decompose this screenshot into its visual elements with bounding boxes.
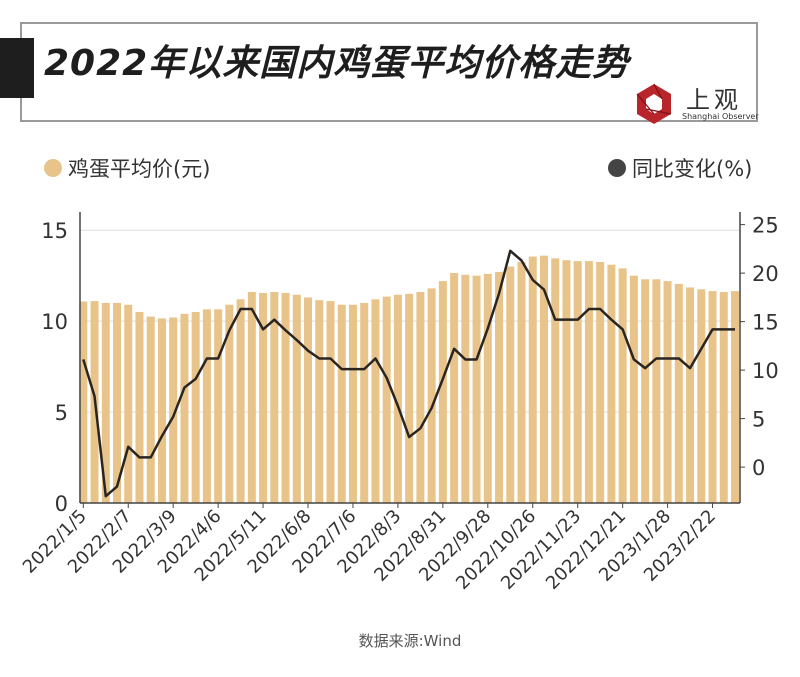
- legend-line-marker: [608, 159, 626, 177]
- bar: [146, 316, 155, 503]
- bar: [360, 302, 369, 503]
- bar: [573, 261, 582, 503]
- bar: [382, 296, 391, 503]
- bar: [686, 287, 695, 503]
- right-tick-label: 15: [752, 311, 779, 335]
- bar: [169, 317, 178, 503]
- bar: [326, 301, 335, 503]
- bar: [371, 299, 380, 503]
- bar: [697, 289, 706, 503]
- bar: [135, 312, 144, 503]
- right-tick-label: 0: [752, 456, 765, 480]
- title-accent-block: [0, 38, 34, 98]
- bar: [607, 264, 616, 503]
- left-tick-label: 10: [41, 310, 68, 334]
- bar: [180, 313, 189, 503]
- right-tick-label: 25: [752, 214, 779, 238]
- bar: [517, 262, 526, 503]
- bar: [157, 318, 166, 503]
- bar: [539, 255, 548, 503]
- bar: [708, 291, 717, 503]
- bar: [124, 304, 133, 503]
- bar: [281, 292, 290, 503]
- bar: [191, 312, 200, 503]
- left-tick-label: 15: [41, 219, 68, 243]
- bar: [214, 309, 223, 503]
- bar: [270, 292, 279, 503]
- bar: [618, 268, 627, 503]
- logo: 上观 Shanghai Observer: [632, 82, 762, 126]
- logo-text-en: Shanghai Observer: [682, 112, 759, 121]
- bar: [427, 288, 436, 503]
- right-tick-label: 20: [752, 262, 779, 286]
- left-tick-label: 5: [55, 401, 68, 425]
- bar: [562, 260, 571, 503]
- bar: [641, 279, 650, 503]
- bar: [348, 304, 357, 503]
- bar: [584, 261, 593, 503]
- bar: [528, 256, 537, 503]
- logo-hexagon-icon: [636, 83, 672, 124]
- bar: [438, 281, 447, 503]
- bar: [225, 304, 234, 503]
- bar: [483, 273, 492, 503]
- logo-text-cn: 上观: [686, 86, 742, 114]
- bar: [551, 258, 560, 503]
- right-tick-label: 10: [752, 359, 779, 383]
- bar: [663, 281, 672, 503]
- bar: [652, 279, 661, 503]
- bar: [506, 266, 515, 503]
- bar: [731, 291, 739, 503]
- source-note: 数据来源:Wind: [358, 632, 462, 650]
- bar: [101, 302, 110, 503]
- bar: [79, 301, 88, 503]
- bar: [337, 304, 346, 503]
- bar: [719, 292, 728, 503]
- bar: [202, 309, 211, 503]
- bar: [416, 292, 425, 503]
- bar: [315, 300, 324, 503]
- bar: [247, 292, 256, 503]
- left-tick-label: 0: [55, 492, 68, 516]
- bar: [113, 302, 122, 503]
- bar: [236, 299, 245, 503]
- bar: [472, 275, 481, 503]
- bar: [450, 272, 459, 503]
- bar: [405, 293, 414, 503]
- bar: [629, 275, 638, 503]
- right-tick-label: 5: [752, 408, 765, 432]
- legend-bar-label: 鸡蛋平均价(元): [68, 157, 210, 181]
- bar: [495, 272, 504, 503]
- bar: [393, 294, 402, 503]
- legend-bar-marker: [44, 159, 62, 177]
- bar: [461, 274, 470, 503]
- bar: [674, 283, 683, 503]
- bar: [304, 297, 313, 503]
- chart-title: 2022年以来国内鸡蛋平均价格走势: [44, 43, 630, 84]
- legend-line-label: 同比变化(%): [632, 157, 752, 181]
- bar: [292, 294, 301, 503]
- bar: [596, 262, 605, 503]
- bar: [259, 292, 268, 503]
